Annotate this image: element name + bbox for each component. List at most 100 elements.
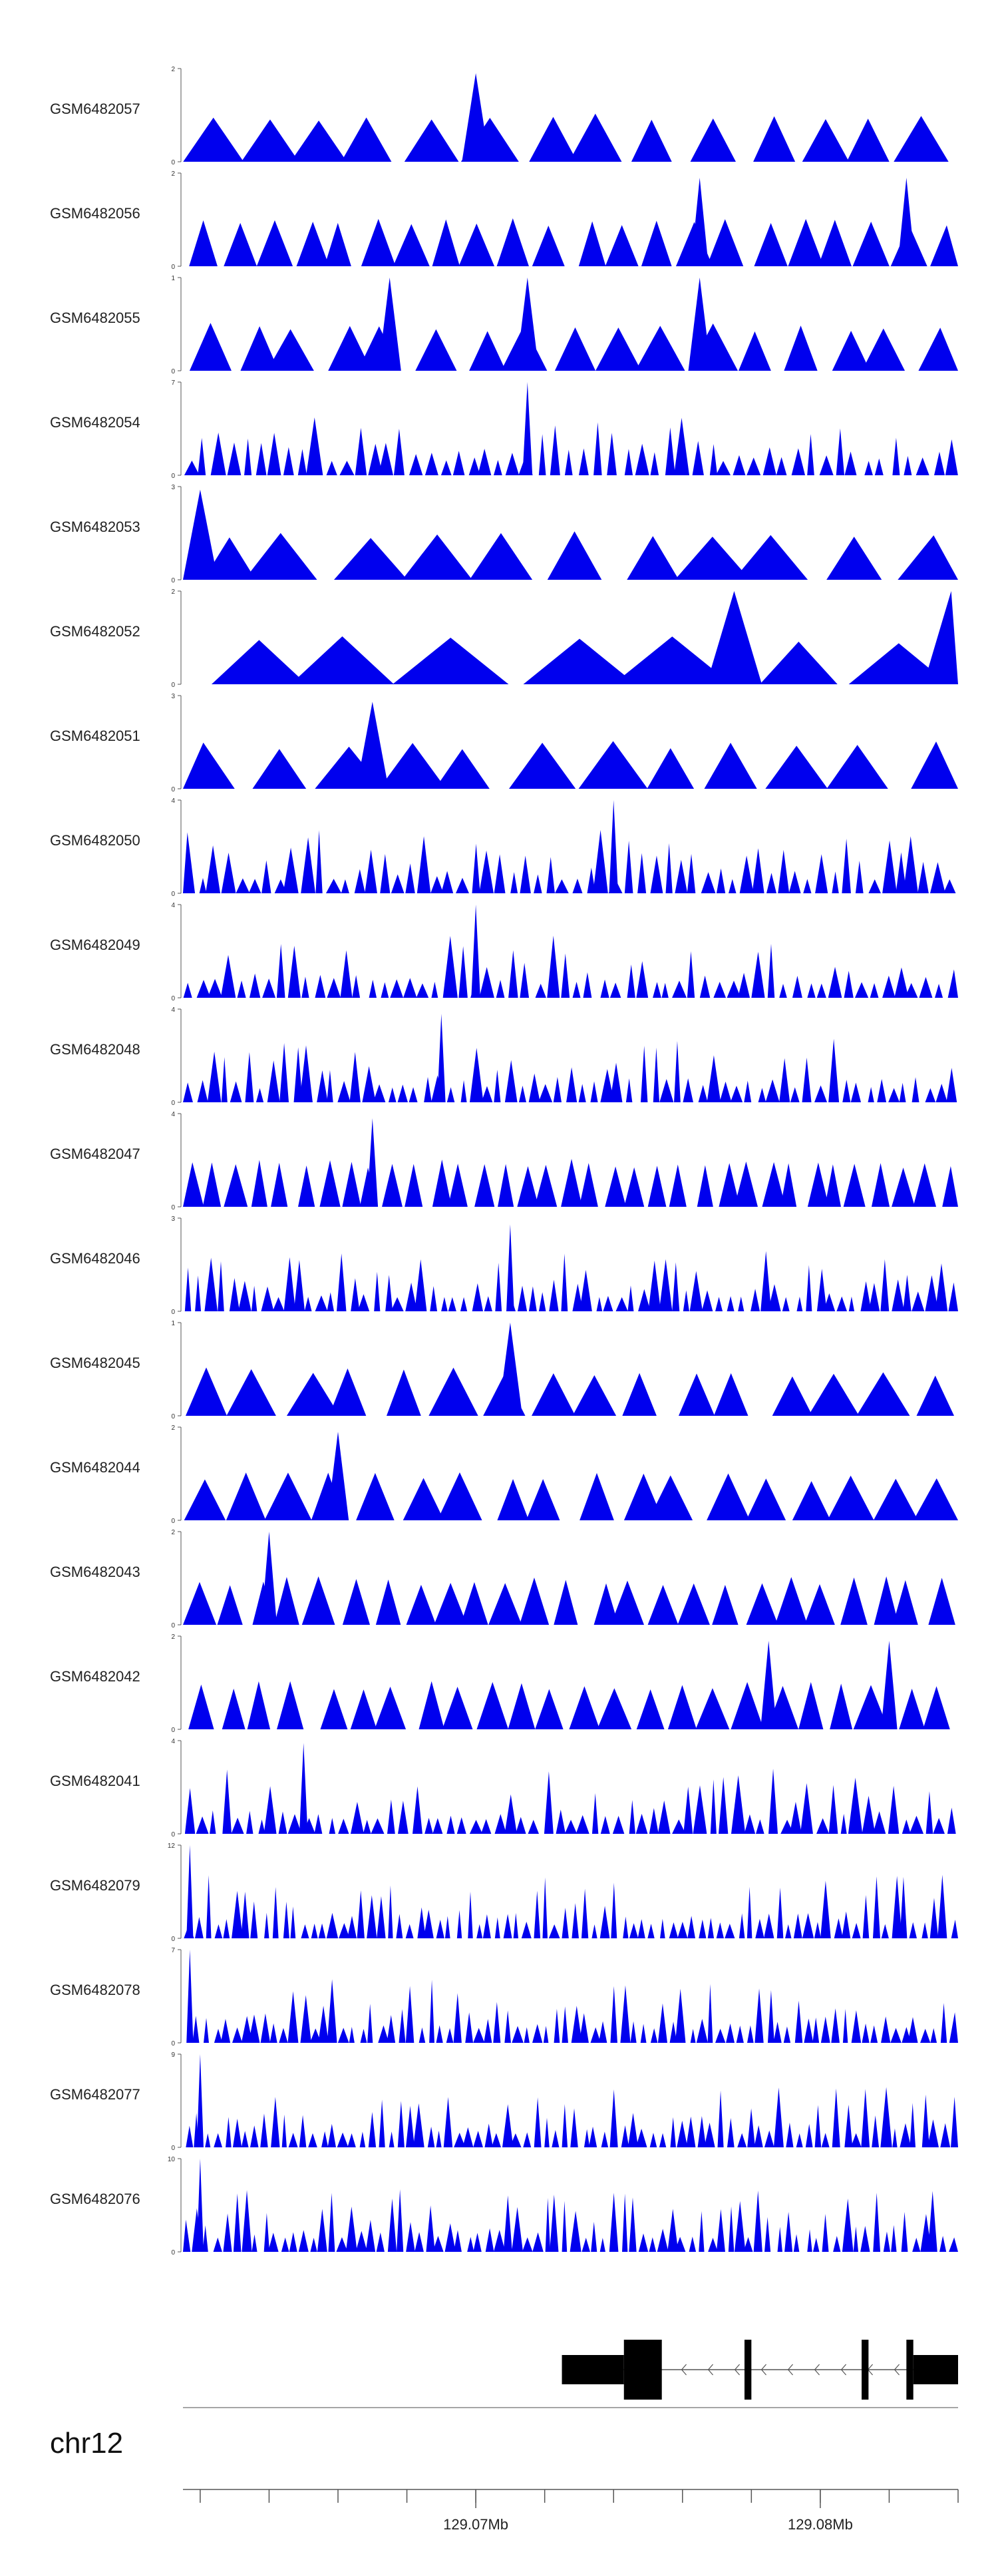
- signal-peak: [374, 1271, 381, 1311]
- signal-peak: [929, 1898, 939, 1938]
- signal-peak: [872, 1811, 886, 1834]
- signal-peak: [424, 1077, 432, 1102]
- signal-peak: [806, 1265, 812, 1311]
- y-max-label: 3: [171, 484, 175, 491]
- signal-peak: [946, 1068, 957, 1102]
- signal-peak: [299, 2115, 307, 2147]
- signal-peak: [385, 1275, 393, 1311]
- signal-peak: [737, 2133, 747, 2147]
- y-min-label: 0: [171, 682, 175, 689]
- signal-peak: [731, 1682, 764, 1729]
- y-max-label: 2: [171, 66, 175, 73]
- signal-peak: [223, 2213, 232, 2252]
- y-max-label: 2: [171, 1424, 175, 1432]
- signal-peak: [598, 2021, 607, 2043]
- track-label: GSM6482041: [50, 1773, 140, 1789]
- signal-peak: [437, 1472, 482, 1520]
- signal-peak: [350, 1802, 364, 1834]
- signal-peak: [479, 850, 494, 893]
- signal-peak: [610, 1986, 617, 2043]
- signal-peak: [562, 2201, 568, 2252]
- signal-peak: [496, 218, 529, 266]
- y-min-label: 0: [171, 1622, 175, 1629]
- signal-peak: [304, 1297, 312, 1311]
- signal-peak: [943, 879, 956, 893]
- signal-peak: [629, 1923, 639, 1938]
- signal-peak: [271, 2097, 280, 2147]
- signal-peak: [842, 1080, 851, 1102]
- signal-peak: [355, 427, 367, 475]
- signal-peak: [279, 1043, 289, 1102]
- signal-peak: [369, 979, 377, 998]
- signal-peak: [882, 975, 896, 998]
- signal-peak: [793, 1913, 802, 1938]
- y-max-label: 3: [171, 693, 175, 700]
- signal-peak: [716, 461, 731, 475]
- signal-peak: [871, 1163, 890, 1207]
- signal-peak: [747, 1886, 752, 1938]
- signal-peak: [579, 1163, 598, 1207]
- signal-peak: [892, 1279, 905, 1311]
- signal-peak: [930, 225, 958, 266]
- signal-peak: [497, 1479, 529, 1520]
- signal-peak: [930, 2028, 937, 2043]
- signal-peak: [255, 443, 267, 475]
- signal-peak: [892, 437, 900, 475]
- signal-peak: [650, 855, 663, 893]
- signal-peak: [827, 1475, 874, 1520]
- signal-peak: [890, 2028, 902, 2043]
- signal-peak: [947, 969, 958, 998]
- signal-peak: [766, 1685, 799, 1729]
- signal-peak: [767, 943, 775, 998]
- y-min-label: 0: [171, 2249, 175, 2256]
- signal-peak: [816, 1269, 827, 1311]
- signal-peak: [912, 1077, 919, 1102]
- signal-peak: [842, 2198, 854, 2252]
- y-min-label: 0: [171, 264, 175, 271]
- track-signal: [184, 1845, 958, 1938]
- signal-peak: [623, 1916, 629, 1938]
- signal-peak: [301, 837, 315, 893]
- signal-peak: [528, 1073, 540, 1102]
- signal-peak: [569, 113, 622, 162]
- signal-peak: [788, 218, 824, 266]
- track-label: GSM6482044: [50, 1459, 140, 1476]
- signal-peak: [852, 1922, 861, 1938]
- signal-peak: [819, 455, 834, 475]
- signal-peak: [517, 1285, 528, 1311]
- signal-peak: [800, 1783, 813, 1834]
- y-min-label: 0: [171, 159, 175, 166]
- signal-peak: [399, 2009, 406, 2043]
- signal-peak: [317, 1070, 328, 1102]
- signal-peak: [580, 1269, 592, 1311]
- signal-peak: [249, 973, 261, 998]
- signal-peak: [315, 830, 323, 893]
- track-label: GSM6482050: [50, 832, 140, 849]
- signal-peak: [405, 1924, 414, 1938]
- signal-peak: [296, 222, 329, 266]
- signal-peak: [734, 2201, 746, 2252]
- y-max-label: 4: [171, 797, 175, 805]
- signal-peak: [245, 1052, 254, 1102]
- signal-peak: [880, 1259, 890, 1311]
- signal-peak: [233, 2193, 242, 2252]
- signal-peak: [815, 854, 828, 893]
- signal-peak: [532, 226, 565, 266]
- signal-peak: [493, 2002, 501, 2043]
- signal-peak: [677, 2120, 688, 2147]
- signal-peak: [432, 219, 460, 266]
- signal-peak: [237, 980, 246, 998]
- signal-peak: [690, 118, 736, 162]
- signal-peak: [267, 433, 281, 475]
- signal-peak: [591, 1793, 599, 1834]
- signal-peak: [764, 2217, 771, 2252]
- signal-peak: [526, 1479, 560, 1520]
- signal-peak: [549, 1279, 559, 1311]
- signal-peak: [479, 966, 494, 998]
- signal-peak: [830, 1683, 853, 1729]
- signal-peak: [593, 422, 602, 475]
- signal-peak: [648, 1260, 661, 1311]
- track-label: GSM6482043: [50, 1564, 140, 1580]
- track-label: GSM6482048: [50, 1041, 140, 1058]
- signal-peak: [891, 2225, 897, 2252]
